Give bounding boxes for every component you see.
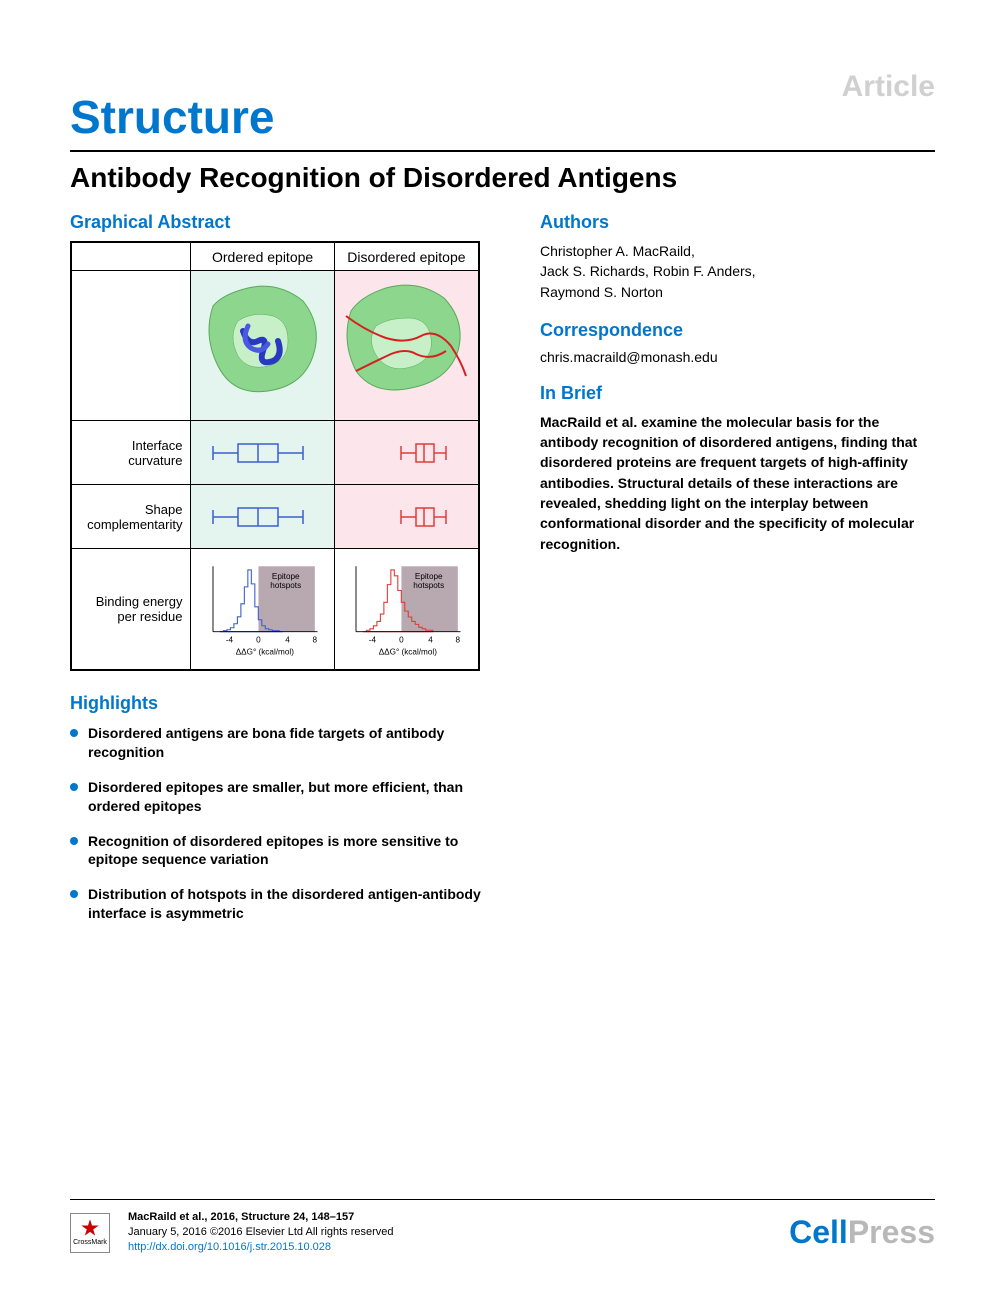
svg-text:Epitope: Epitope [415,572,443,581]
highlight-text: Distribution of hotspots in the disorder… [88,885,510,923]
ga-row-label-curvature: Interface curvature [72,421,191,484]
article-title: Antibody Recognition of Disordered Antig… [70,162,935,194]
bullet-icon [70,890,78,898]
svg-text:0: 0 [400,636,405,645]
bullet-icon [70,837,78,845]
authors-heading: Authors [540,212,935,233]
highlight-item: Distribution of hotspots in the disorder… [70,885,510,923]
svg-text:hotspots: hotspots [270,581,301,590]
svg-text:4: 4 [285,636,290,645]
footer-left: CrossMark MacRaild et al., 2016, Structu… [70,1210,394,1255]
ga-protein-disordered [335,271,478,420]
graphical-abstract-figure: Ordered epitope Disordered epitope [70,241,480,671]
highlight-item: Disordered epitopes are smaller, but mor… [70,778,510,816]
doi-link[interactable]: http://dx.doi.org/10.1016/j.str.2015.10.… [128,1240,394,1255]
highlight-text: Disordered antigens are bona fide target… [88,724,510,762]
left-column: Graphical Abstract Ordered epitope Disor… [70,212,510,939]
journal-name: Structure [70,90,935,144]
inbrief-heading: In Brief [540,383,935,404]
correspondence-heading: Correspondence [540,320,935,341]
authors-list: Christopher A. MacRaild, Jack S. Richard… [540,241,935,302]
divider [70,150,935,152]
highlights-list: Disordered antigens are bona fide target… [70,724,510,923]
ga-histogram-disordered: Epitope hotspots -4 0 4 8 ΔΔG° (kcal/mol… [335,549,478,669]
svg-text:-4: -4 [369,636,377,645]
highlights-heading: Highlights [70,693,510,714]
main-columns: Graphical Abstract Ordered epitope Disor… [70,212,935,939]
svg-text:ΔΔG° (kcal/mol): ΔΔG° (kcal/mol) [379,647,438,656]
svg-text:4: 4 [429,636,434,645]
highlight-item: Recognition of disordered epitopes is mo… [70,832,510,870]
svg-text:Epitope: Epitope [271,572,299,581]
highlight-text: Recognition of disordered epitopes is mo… [88,832,510,870]
ga-header-disordered: Disordered epitope [335,243,478,270]
ga-row-label-complementarity: Shape complementarity [72,485,191,548]
ga-histogram-ordered: Epitope hotspots -4 0 4 8 ΔΔG° (kcal/mol… [191,549,334,669]
citation-line: MacRaild et al., 2016, Structure 24, 148… [128,1210,394,1225]
correspondence-email[interactable]: chris.macraild@monash.edu [540,349,935,365]
ga-header-ordered: Ordered epitope [191,243,334,270]
publisher-logo: CellPress [789,1214,935,1251]
ga-boxplot-curvature-disordered [335,421,478,484]
right-column: Authors Christopher A. MacRaild, Jack S.… [540,212,935,939]
bullet-icon [70,783,78,791]
svg-text:hotspots: hotspots [414,581,445,590]
svg-text:-4: -4 [225,636,233,645]
inbrief-text: MacRaild et al. examine the molecular ba… [540,412,935,554]
ga-protein-label [72,271,191,420]
article-type-label: Article [842,70,935,104]
crossmark-icon [81,1219,99,1237]
svg-text:0: 0 [256,636,261,645]
svg-text:ΔΔG° (kcal/mol): ΔΔG° (kcal/mol) [235,647,294,656]
ga-protein-ordered [191,271,334,420]
ga-blank-corner [72,243,191,270]
crossmark-label: CrossMark [73,1239,107,1246]
ga-boxplot-curvature-ordered [191,421,334,484]
svg-text:8: 8 [312,636,317,645]
citation-line: January 5, 2016 ©2016 Elsevier Ltd All r… [128,1225,394,1240]
publisher-press: Press [848,1214,935,1250]
footer: CrossMark MacRaild et al., 2016, Structu… [70,1199,935,1255]
highlight-item: Disordered antigens are bona fide target… [70,724,510,762]
svg-text:8: 8 [456,636,461,645]
publisher-cell: Cell [789,1214,848,1250]
citation-block: MacRaild et al., 2016, Structure 24, 148… [128,1210,394,1255]
ga-boxplot-complementarity-disordered [335,485,478,548]
graphical-abstract-heading: Graphical Abstract [70,212,510,233]
bullet-icon [70,729,78,737]
ga-boxplot-complementarity-ordered [191,485,334,548]
ga-row-label-energy: Binding energy per residue [72,549,191,669]
crossmark-badge[interactable]: CrossMark [70,1213,110,1253]
highlight-text: Disordered epitopes are smaller, but mor… [88,778,510,816]
